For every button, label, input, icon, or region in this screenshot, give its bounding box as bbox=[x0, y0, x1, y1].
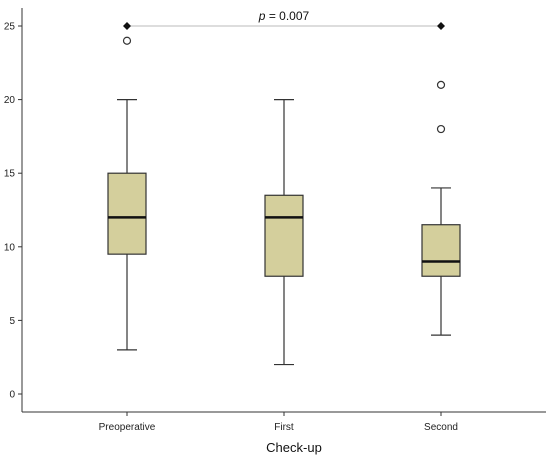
x-tick-label: First bbox=[274, 422, 294, 433]
p-value-text: = 0.007 bbox=[265, 9, 309, 23]
box-iqr bbox=[264, 194, 304, 277]
y-tick-label: 10 bbox=[4, 242, 16, 253]
significance-marker-left bbox=[123, 22, 131, 30]
x-tick-label: Preoperative bbox=[99, 422, 156, 433]
x-tick-label: Second bbox=[424, 422, 458, 433]
box-group bbox=[107, 36, 147, 351]
outlier-point bbox=[122, 36, 132, 45]
outlier-point bbox=[436, 124, 446, 134]
significance-marker-right bbox=[437, 22, 445, 30]
y-tick-label: 5 bbox=[9, 316, 15, 327]
p-value-label: p = 0.007 bbox=[258, 9, 310, 23]
box-iqr bbox=[421, 224, 461, 277]
p-symbol: p bbox=[258, 9, 266, 23]
significance-bracket: p = 0.007 bbox=[123, 9, 445, 30]
y-tick-label: 15 bbox=[4, 169, 16, 180]
boxes bbox=[107, 36, 461, 366]
outlier-point bbox=[436, 80, 446, 89]
x-axis-title: Check-up bbox=[266, 440, 322, 455]
y-tick-label: 0 bbox=[9, 390, 15, 401]
x-ticks: Preoperative First Second bbox=[99, 412, 458, 433]
y-tick-label: 25 bbox=[4, 22, 16, 33]
box-iqr bbox=[107, 172, 147, 255]
box-group bbox=[421, 80, 461, 336]
box-group bbox=[264, 98, 304, 366]
y-ticks: 0 5 10 15 20 25 bbox=[4, 22, 22, 401]
y-tick-label: 20 bbox=[4, 95, 16, 106]
